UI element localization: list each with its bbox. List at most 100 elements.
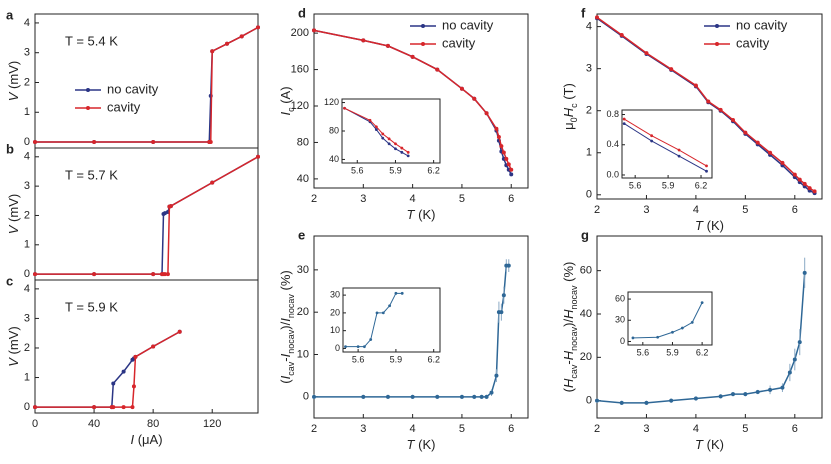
data-point <box>388 304 392 308</box>
data-point <box>705 164 708 168</box>
data-point <box>168 204 173 209</box>
data-point <box>499 310 504 315</box>
data-point <box>595 398 599 403</box>
panel-letter: d <box>298 5 306 20</box>
annotation: T = 5.4 K <box>65 33 118 48</box>
label-part: (K) <box>703 437 724 452</box>
data-point <box>121 405 126 410</box>
y-tick-label: 40 <box>329 154 339 164</box>
panel-letter: g <box>581 227 589 242</box>
x-tick-label: 5.6 <box>637 347 650 357</box>
y-tick-label: 0 <box>303 391 309 403</box>
data-point <box>312 28 316 33</box>
y-axis-label: V (mV) <box>6 61 21 101</box>
label-part: (K) <box>415 437 436 452</box>
y-tick-label: 0 <box>586 189 592 201</box>
data-point <box>400 150 404 154</box>
data-point <box>718 394 723 399</box>
label-part: I <box>278 318 293 322</box>
data-point <box>435 67 440 72</box>
data-point <box>131 384 136 389</box>
y-tick-label: 2 <box>24 76 30 88</box>
y-tick-label: 1 <box>24 239 30 251</box>
data-point <box>501 150 506 155</box>
data-point <box>410 54 415 59</box>
data-point <box>494 373 499 378</box>
data-point <box>33 140 37 145</box>
label-part: T <box>407 207 416 222</box>
data-point <box>484 394 489 399</box>
label-part: V <box>6 357 21 367</box>
data-point <box>361 394 366 399</box>
x-tick-label: 3 <box>643 204 649 216</box>
data-point <box>92 140 97 145</box>
label-part: (mV) <box>6 194 21 226</box>
y-tick-label: 4 <box>586 21 592 33</box>
x-tick-label: 5 <box>742 423 748 435</box>
data-point <box>650 139 654 143</box>
x-tick-label: 3 <box>643 423 649 435</box>
label-part: nocav <box>569 326 579 351</box>
label-part: (K) <box>415 207 436 222</box>
data-point <box>479 394 484 399</box>
data-point <box>812 189 817 194</box>
x-tick-label: 5.9 <box>662 180 675 190</box>
x-tick-label: 4 <box>410 193 416 205</box>
label-part: (mV) <box>6 326 21 358</box>
data-point <box>650 134 654 138</box>
x-tick-label: 4 <box>693 204 699 216</box>
y-tick-label: 0 <box>24 268 30 280</box>
legend-label: cavity <box>442 35 476 50</box>
data-point <box>387 142 391 146</box>
y-axis-label: V (mV) <box>6 194 21 234</box>
data-point <box>669 398 674 403</box>
x-axis-label: T (K) <box>407 437 436 452</box>
data-point <box>496 134 501 139</box>
x-tick-label: 40 <box>88 418 100 430</box>
data-point <box>792 357 797 362</box>
label-part: V <box>6 91 21 101</box>
label-part: nocav <box>286 294 296 319</box>
panel-letter: a <box>6 7 14 22</box>
data-point <box>33 272 37 277</box>
y-tick-label: 200 <box>291 27 309 39</box>
label-part: nocav <box>569 285 579 310</box>
x-tick-label: 2 <box>594 423 600 435</box>
data-point <box>459 394 464 399</box>
data-point <box>406 150 410 154</box>
data-point <box>656 335 660 339</box>
data-point <box>705 169 708 173</box>
panel-letter: e <box>298 227 305 242</box>
data-point <box>385 394 390 399</box>
panel-letter: b <box>6 141 14 156</box>
data-point <box>743 392 748 397</box>
data-point <box>802 270 807 275</box>
y-tick-label: 30 <box>330 289 340 299</box>
data-point <box>693 83 698 88</box>
panel-letter: c <box>6 273 13 288</box>
x-tick-label: 6 <box>508 193 514 205</box>
y-tick-label: 4 <box>24 283 30 295</box>
data-point <box>644 400 649 405</box>
x-tick-label: 3 <box>360 193 366 205</box>
data-point <box>669 67 674 72</box>
y-tick-label: 0.8 <box>606 109 619 119</box>
series-line <box>623 123 707 172</box>
data-point <box>312 394 316 399</box>
data-point <box>499 144 504 149</box>
data-point <box>92 272 97 277</box>
data-point <box>368 118 372 122</box>
annotation: T = 5.7 K <box>65 167 118 182</box>
data-point <box>730 117 735 122</box>
legend-label: cavity <box>107 99 141 114</box>
x-tick-label: 6.2 <box>427 165 440 175</box>
y-tick-label: 10 <box>330 325 340 335</box>
x-tick-label: 5 <box>459 193 465 205</box>
label-part: V <box>6 224 21 234</box>
data-point <box>133 354 138 359</box>
data-point <box>459 86 464 91</box>
label-part: (T) <box>561 83 576 103</box>
data-point <box>406 154 410 158</box>
y-tick-label: 4 <box>24 151 30 163</box>
y-tick-label: 3 <box>24 312 30 324</box>
